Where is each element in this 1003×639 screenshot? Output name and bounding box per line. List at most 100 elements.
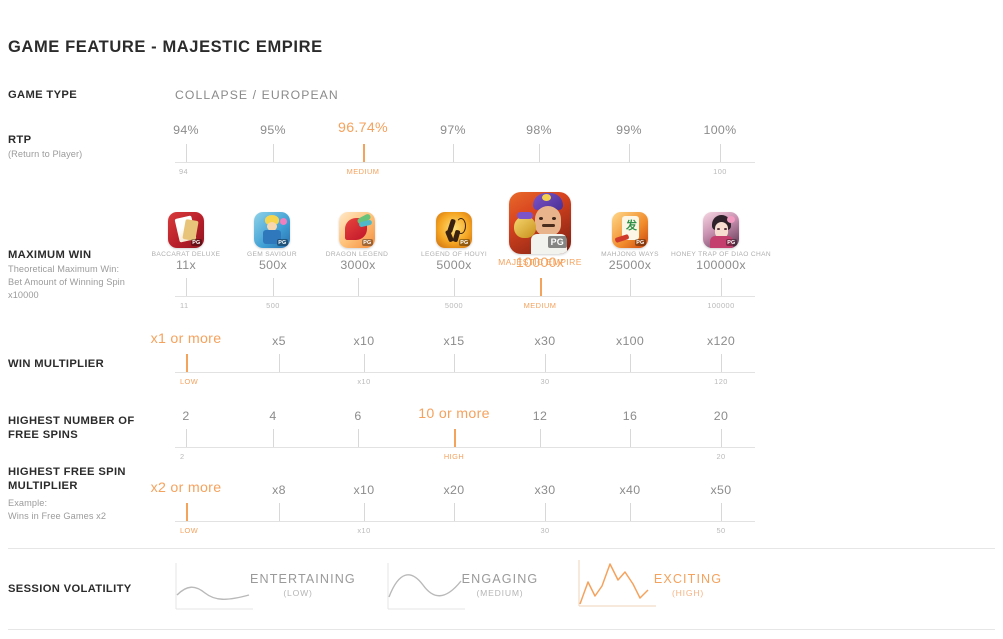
free-spins-foot-active: HIGH [443, 452, 465, 461]
free-spins-foot-right: 20 [716, 452, 726, 461]
rtp-tick-label-1: 95% [260, 123, 286, 137]
volatility-curve-medium-icon [387, 563, 465, 610]
maximum-win-sub-1: Theoretical Maximum Win: [8, 264, 120, 274]
game-name-gem-saviour: GEM SAVIOUR [247, 251, 297, 258]
game-icon-gem-saviour: PG [254, 212, 290, 248]
volatility-name-high: EXCITING [653, 572, 723, 586]
free-spins-label-6: 20 [713, 409, 729, 423]
max-win-tick-3 [454, 278, 455, 296]
win-mult-foot-mid1: x10 [357, 377, 371, 386]
row-label-game-type: GAME TYPE [8, 88, 168, 102]
max-win-foot-500: 500 [266, 301, 280, 310]
rtp-tick-label-2: 96.74% [338, 120, 388, 136]
game-entry-honey-trap-of-diao-chan[interactable]: PG HONEY TRAP OF DIAO CHAN [661, 212, 781, 258]
free-spins-label-line2: FREE SPINS [8, 429, 79, 441]
game-entry-gem-saviour[interactable]: PG GEM SAVIOUR [212, 212, 332, 258]
max-win-value-2: 3000x [340, 258, 376, 272]
free-spins-label-5: 16 [622, 409, 638, 423]
pg-badge-icon: PG [547, 236, 567, 248]
win-mult-tick-4 [545, 354, 546, 372]
free-spins-tick-0 [186, 429, 187, 447]
fs-mult-label-1: x8 [272, 483, 286, 497]
win-mult-tick-6 [721, 354, 722, 372]
free-spins-label-1: 4 [269, 409, 277, 423]
rtp-label: RTP [8, 134, 32, 146]
win-mult-tick-2 [364, 354, 365, 372]
win-mult-label-3: x15 [443, 334, 465, 348]
win-mult-axis-line [175, 372, 755, 373]
rtp-foot-left: 94 [179, 167, 189, 176]
game-icon-legend-of-houyi: PG [436, 212, 472, 248]
win-mult-label-0: x1 or more [150, 331, 222, 347]
win-mult-label-2: x10 [353, 334, 375, 348]
game-entry-baccarat-deluxe[interactable]: PG BACCARAT DELUXE [126, 212, 246, 258]
game-entry-mahjong-ways[interactable]: 发 PG MAHJONG WAYS [570, 212, 690, 258]
row-label-maximum-win: MAXIMUM WIN Theoretical Maximum Win: Bet… [8, 248, 168, 301]
win-mult-label-5: x100 [615, 334, 645, 348]
game-icon-honey-trap-of-diao-chan: PG [703, 212, 739, 248]
fs-mult-foot-mid1: x10 [357, 526, 371, 535]
rtp-tick-1 [273, 144, 274, 162]
game-name-legend-of-houyi: LEGEND OF HOUYI [420, 251, 488, 258]
fs-mult-sub-1: Example: [8, 498, 48, 508]
fs-mult-tick-4 [545, 503, 546, 521]
fs-mult-sub-2: Wins in Free Games x2 [8, 511, 107, 521]
rtp-tick-label-0: 94% [173, 123, 199, 137]
pg-badge-icon: PG [458, 239, 470, 246]
win-mult-tick-5 [630, 354, 631, 372]
volatility-curve-high-icon [578, 560, 656, 607]
win-multiplier-label: WIN MULTIPLIER [8, 358, 105, 370]
row-label-free-spin-multiplier: HIGHEST FREE SPIN MULTIPLIER Example: Wi… [8, 465, 168, 522]
pg-badge-icon: PG [634, 239, 646, 246]
win-mult-foot-mid2: 30 [540, 377, 550, 386]
fs-mult-tick-0-active [186, 503, 188, 521]
volatility-chart-low [175, 563, 253, 611]
game-name-majestic-empire: MAJESTIC EMPIRE [498, 257, 582, 267]
max-win-value-5: 25000x [608, 258, 652, 272]
game-name-baccarat-deluxe: BACCARAT DELUXE [151, 251, 221, 258]
fs-mult-label-5: x40 [619, 483, 641, 497]
fs-mult-label-0: x2 or more [150, 480, 222, 496]
volatility-text-high: EXCITING (HIGH) [648, 572, 728, 598]
game-entry-dragon-legend[interactable]: PG DRAGON LEGEND [297, 212, 417, 258]
game-name-mahjong-ways: MAHJONG WAYS [601, 251, 659, 258]
fs-mult-tick-2 [364, 503, 365, 521]
pg-badge-icon: PG [276, 239, 288, 246]
row-label-free-spins: HIGHEST NUMBER OF FREE SPINS [8, 414, 168, 442]
win-mult-foot-right: 120 [714, 377, 728, 386]
rtp-tick-3 [453, 144, 454, 162]
rtp-tick-label-6: 100% [703, 123, 737, 137]
win-mult-tick-3 [454, 354, 455, 372]
fs-mult-label-line2: MULTIPLIER [8, 480, 78, 492]
max-win-foot-5000: 5000 [444, 301, 464, 310]
max-win-tick-6 [721, 278, 722, 296]
max-win-foot-right: 100000 [707, 301, 735, 310]
max-win-axis-line [175, 296, 755, 297]
max-win-tick-5 [630, 278, 631, 296]
game-name-honey-trap-of-diao-chan: HONEY TRAP OF DIAO CHAN [670, 251, 771, 258]
rtp-foot-right: 100 [713, 167, 727, 176]
volatility-name-medium: ENGAGING [461, 572, 539, 586]
win-mult-label-4: x30 [534, 334, 556, 348]
rtp-foot-active: MEDIUM [346, 167, 380, 176]
fs-mult-foot-mid2: 30 [540, 526, 550, 535]
max-win-foot-left: 11 [180, 301, 189, 310]
row-label-session-volatility: SESSION VOLATILITY [8, 582, 168, 596]
game-entry-legend-of-houyi[interactable]: PG LEGEND OF HOUYI [394, 212, 514, 258]
game-icon-majestic-empire: PG [509, 192, 571, 254]
fs-mult-label-4: x30 [534, 483, 556, 497]
free-spins-axis-line [175, 447, 755, 448]
volatility-level-medium: (MEDIUM) [476, 588, 524, 598]
game-entry-majestic-empire[interactable]: PG MAJESTIC EMPIRE [480, 192, 600, 267]
volatility-name-low: ENTERTAINING [250, 572, 356, 586]
maximum-win-sub-3: x10000 [8, 290, 39, 300]
volatility-level-high: (HIGH) [671, 588, 704, 598]
divider-top [8, 548, 995, 549]
page-title: GAME FEATURE - MAJESTIC EMPIRE [8, 38, 323, 56]
maximum-win-sub-2: Bet Amount of Winning Spin [8, 277, 125, 287]
game-icon-dragon-legend: PG [339, 212, 375, 248]
volatility-text-low: ENTERTAINING (LOW) [250, 572, 356, 598]
game-icon-mahjong-ways: 发 PG [612, 212, 648, 248]
game-type-label: GAME TYPE [8, 89, 78, 101]
fs-mult-axis-line [175, 521, 755, 522]
